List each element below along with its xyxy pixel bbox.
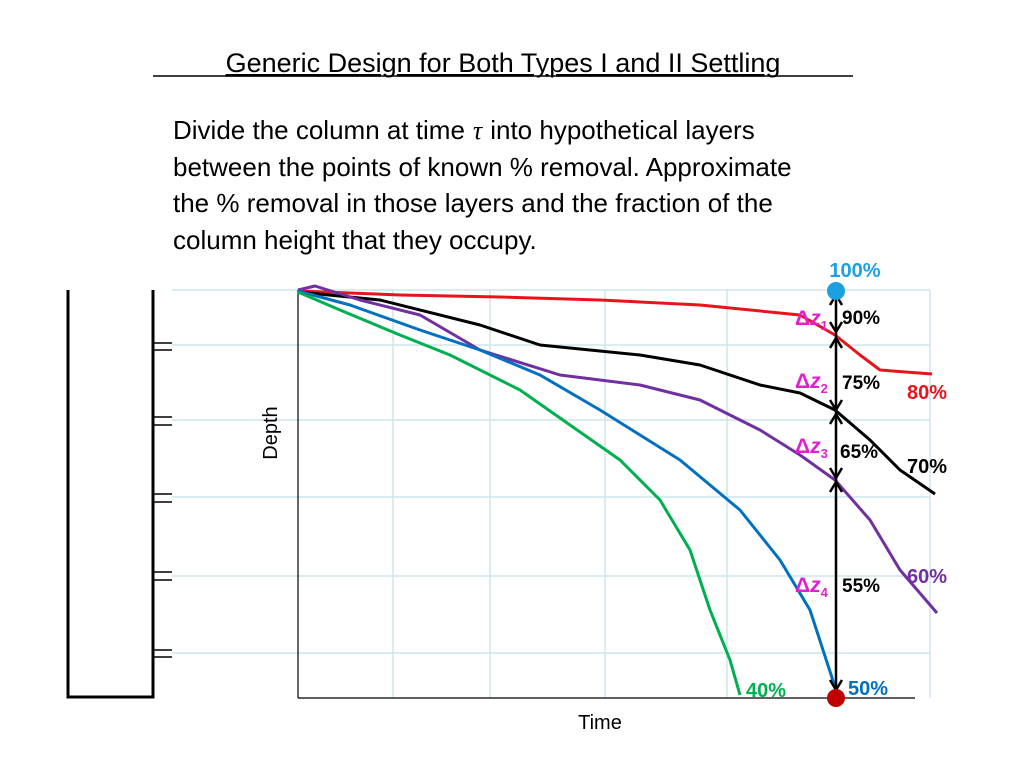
slide-title: Generic Design for Both Types I and II S… <box>226 48 781 78</box>
layer-symbol: Δz3 <box>795 435 828 461</box>
curve-60 <box>297 284 939 614</box>
body-line: Divide the column at time τ into hypotheti… <box>173 115 755 145</box>
sub: 3 <box>821 446 828 461</box>
var: z <box>809 307 821 330</box>
layer-removal: 90% <box>842 308 880 329</box>
axes <box>297 290 915 699</box>
sub: 1 <box>821 318 828 333</box>
body-line: column height that they occupy. <box>173 225 537 255</box>
column <box>66 290 172 699</box>
delta: Δ <box>795 435 810 458</box>
curve-70 <box>297 290 936 496</box>
delta: Δ <box>795 307 810 330</box>
curve-label: 50% <box>848 678 888 700</box>
body-line: the % removal in those layers and the fr… <box>173 188 773 218</box>
var: z <box>809 370 821 393</box>
var: z <box>809 435 821 458</box>
y-axis-label: Depth <box>260 406 282 459</box>
curve-labels: 80% 70% 60% 50% 40% <box>746 382 947 702</box>
grid <box>172 289 931 698</box>
curve-label: 60% <box>907 566 947 588</box>
layer-removal: 65% <box>840 442 878 463</box>
var: z <box>809 574 821 597</box>
body-text: Divide the column at time τ into hypotheti… <box>173 115 792 255</box>
x-axis-label: Time <box>578 712 622 734</box>
curve-label: 70% <box>907 456 947 478</box>
sub: 2 <box>821 381 828 396</box>
layer-removal: 75% <box>842 373 880 394</box>
layer-symbol: Δz4 <box>795 574 829 600</box>
delta: Δ <box>795 370 810 393</box>
layer-symbol: Δz2 <box>795 370 828 396</box>
curve-label: 40% <box>746 680 786 702</box>
delta: Δ <box>795 574 810 597</box>
top-point <box>827 282 845 300</box>
body-line: between the points of known % removal. A… <box>173 152 792 182</box>
bottom-point <box>827 689 845 707</box>
layer-arrows <box>828 292 844 698</box>
curve-50 <box>297 289 838 691</box>
sub: 4 <box>821 585 829 600</box>
layer-labels: Δz1 90% Δz2 75% Δz3 65% Δz4 55% <box>795 307 880 600</box>
text-part: into hypothetical layers <box>490 115 754 145</box>
text-part: Divide the column at time <box>173 115 465 145</box>
layer-symbol: Δz1 <box>795 307 828 333</box>
curve-label: 80% <box>907 382 947 404</box>
top-point-label: 100% <box>829 260 880 282</box>
layer-removal: 55% <box>842 576 880 597</box>
curve-80 <box>297 289 933 376</box>
curve-40 <box>297 290 742 696</box>
tau-symbol: τ <box>473 116 484 145</box>
